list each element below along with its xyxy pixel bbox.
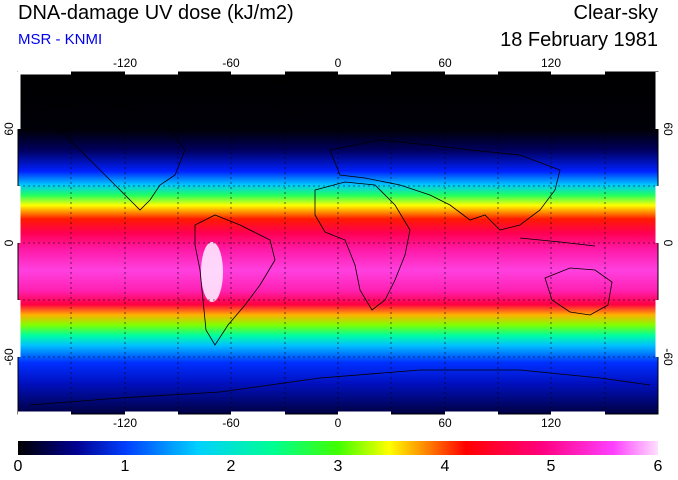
lat-tick-left: 0 [2, 239, 16, 246]
lon-tick-top: 60 [438, 56, 452, 70]
map-title: DNA-damage UV dose (kJ/m2) [18, 2, 294, 24]
lon-tick-bottom: -120 [113, 416, 137, 430]
lon-ticks-bottom: -120 -60 0 60 120 [113, 416, 561, 430]
lat-tick-right: 0 [661, 240, 675, 247]
lon-tick-bottom: 0 [335, 416, 342, 430]
coastline-australia [544, 267, 613, 316]
lat-ticks-right: 60 0 -60 [661, 122, 675, 366]
colorbar [18, 441, 658, 455]
coastline-south-america [194, 214, 276, 346]
coastline-greenland [259, 79, 321, 116]
andes-high-dose-patch [201, 242, 223, 302]
lat-tick-left: 60 [2, 122, 16, 136]
sky-condition-label: Clear-sky [573, 2, 658, 24]
lat-tick-left: -60 [2, 348, 16, 366]
colorbar-label: 1 [120, 458, 130, 475]
lat-tick-right: 60 [661, 122, 675, 136]
coastline-eurasia [329, 139, 561, 231]
colorbar-label: 2 [226, 458, 236, 475]
lat-ticks-left: 60 0 -60 [2, 122, 16, 366]
coastline-antarctica [29, 369, 651, 406]
coastline-indonesia [519, 237, 596, 247]
map-frame [17, 71, 659, 415]
map-subtitle: MSR - KNMI [18, 31, 103, 48]
lon-tick-bottom: -60 [222, 416, 240, 430]
colorbar-label: 6 [653, 458, 663, 475]
lon-tick-top: 120 [541, 56, 561, 70]
lon-tick-bottom: 60 [438, 416, 452, 430]
coastlines [29, 79, 651, 406]
lon-ticks-top: -120 -60 0 60 120 [113, 56, 561, 70]
colorbar-label: 0 [13, 458, 23, 475]
colorbar-label: 5 [546, 458, 556, 475]
coastline-north-america [39, 99, 186, 211]
colorbar-label: 3 [333, 458, 343, 475]
lon-tick-top: -60 [222, 56, 240, 70]
lon-tick-bottom: 120 [541, 416, 561, 430]
colorbar-label: 4 [440, 458, 450, 475]
date-label: 18 February 1981 [500, 29, 658, 51]
lat-tick-right: -60 [661, 348, 675, 366]
lon-tick-top: 0 [335, 56, 342, 70]
gridlines [18, 72, 658, 414]
lon-tick-top: -120 [113, 56, 137, 70]
